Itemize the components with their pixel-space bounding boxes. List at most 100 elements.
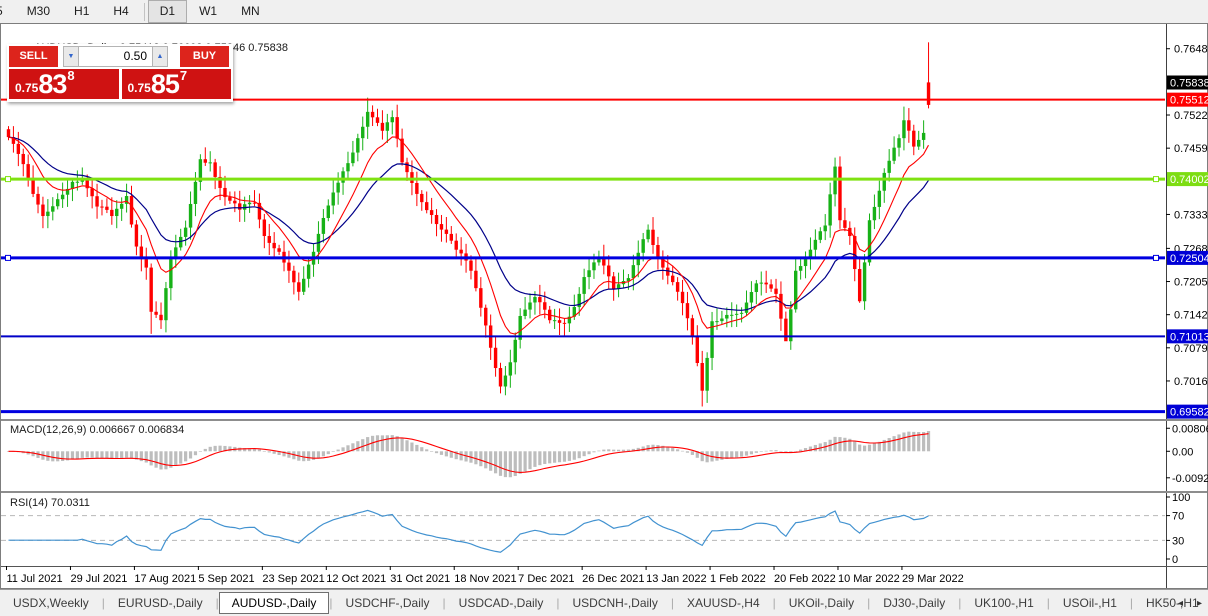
sell-price-display[interactable]: 0.75 83 8 [9, 69, 119, 99]
date-label: 7 Dec 2021 [518, 573, 574, 585]
macd-bar [204, 449, 207, 451]
line-handle[interactable] [1154, 177, 1159, 182]
candle-body [543, 302, 546, 309]
tab-usdcnh-daily[interactable]: USDCNH-,Daily [559, 592, 670, 614]
candle-body [415, 183, 418, 194]
candle-body [56, 199, 59, 206]
candle-body [154, 312, 157, 315]
macd-bar [779, 451, 782, 452]
line-handle[interactable] [1154, 255, 1159, 260]
axis-tick-label: 0.70795 [1174, 343, 1208, 355]
candle-body [164, 288, 167, 320]
candle-body [430, 210, 433, 215]
volume-decrease-button[interactable]: ▼ [63, 46, 79, 67]
candle-body [474, 271, 477, 288]
macd-bar [445, 451, 448, 456]
candle-body [656, 245, 659, 257]
macd-bar [489, 451, 492, 470]
buy-price-pip: 7 [180, 69, 187, 82]
candle-body [819, 231, 822, 240]
tab-usdchf-daily[interactable]: USDCHF-,Daily [333, 592, 443, 614]
tab-usdcad-daily[interactable]: USDCAD-,Daily [446, 592, 557, 614]
volume-input[interactable]: 0.50 [79, 46, 152, 67]
candle-body [455, 241, 458, 250]
macd-bar [76, 451, 79, 458]
candle-body [735, 314, 738, 315]
macd-bar [868, 445, 871, 452]
candle-body [450, 234, 453, 241]
chart-surface[interactable]: 0.764800.752200.745900.733300.726850.720… [0, 23, 1208, 589]
candle-body [563, 323, 566, 324]
candle-body [46, 212, 49, 216]
candle-body [799, 266, 802, 271]
candle-body [22, 154, 25, 164]
candle-body [809, 250, 812, 258]
macd-bar [509, 451, 512, 477]
candle-body [774, 289, 777, 294]
macd-bar [902, 432, 905, 451]
price-badge-label: 0.75512 [1170, 95, 1208, 107]
tab-dj30-daily[interactable]: DJ30-,Daily [870, 592, 958, 614]
rsi-axis-label: 70 [1172, 511, 1184, 523]
macd-bar [71, 451, 74, 459]
macd-bar [115, 451, 118, 458]
candle-body [509, 362, 512, 375]
candle-body [730, 315, 733, 316]
macd-bar [105, 451, 108, 458]
macd-bar [155, 451, 158, 467]
sell-button[interactable]: SELL [9, 46, 58, 67]
candle-body [912, 131, 915, 147]
sell-price-pip: 8 [67, 69, 74, 82]
tab-uk100-h1[interactable]: UK100-,H1 [961, 592, 1046, 614]
rsi-axis-label: 0 [1172, 554, 1178, 566]
macd-bar [337, 450, 340, 452]
macd-axis-label: 0.00 [1172, 446, 1193, 458]
tab-audusd-daily[interactable]: AUDUSD-,Daily [219, 592, 330, 614]
tab-ukoil-daily[interactable]: UKOil-,Daily [776, 592, 867, 614]
candle-body [410, 172, 413, 183]
rsi-line [9, 510, 929, 552]
macd-bar [735, 451, 738, 457]
toolbar-separator [144, 3, 145, 21]
macd-bar [622, 450, 625, 452]
candle-body [277, 248, 280, 252]
tabs-scroll-left-icon[interactable]: ◂ [1178, 598, 1183, 609]
macd-bar [150, 451, 153, 465]
timeframe-button-w1[interactable]: W1 [187, 0, 229, 23]
candle-body [499, 368, 502, 386]
candle-body [701, 363, 704, 391]
timeframe-button-h4[interactable]: H4 [101, 0, 140, 23]
tab-usdx-weekly[interactable]: USDX,Weekly [0, 592, 102, 614]
buy-button[interactable]: BUY [180, 46, 229, 67]
candle-body [691, 318, 694, 336]
tabs-scroll-right-icon[interactable]: ▸ [1197, 598, 1202, 609]
date-label: 29 Mar 2022 [902, 573, 964, 585]
line-handle[interactable] [6, 255, 11, 260]
candle-body [213, 162, 216, 177]
macd-bar [410, 443, 413, 452]
candle-body [41, 205, 44, 216]
candle-body [381, 123, 384, 131]
macd-bar [95, 451, 98, 458]
buy-price-display[interactable]: 0.75 85 7 [122, 69, 232, 99]
macd-bar [607, 449, 610, 451]
macd-bar [814, 445, 817, 451]
line-handle[interactable] [6, 177, 11, 182]
macd-bar [405, 440, 408, 451]
timeframe-button-d1[interactable]: D1 [148, 0, 187, 23]
macd-bar [568, 451, 571, 461]
tab-xauusd-h4[interactable]: XAUUSD-,H4 [674, 592, 773, 614]
timeframe-button-mn[interactable]: MN [229, 0, 272, 23]
macd-bar [420, 447, 423, 451]
tab-usoil-h1[interactable]: USOil-,H1 [1050, 592, 1130, 614]
macd-bar [479, 451, 482, 466]
candle-body [194, 182, 197, 204]
timeframe-button-m30[interactable]: M30 [15, 0, 62, 23]
macd-bar [740, 451, 743, 456]
tab-eurusd-daily[interactable]: EURUSD-,Daily [105, 592, 216, 614]
timeframe-button-h1[interactable]: H1 [62, 0, 101, 23]
volume-increase-button[interactable]: ▲ [152, 46, 168, 67]
timeframe-button-5[interactable]: 5 [0, 0, 15, 23]
candle-body [100, 207, 103, 208]
macd-bar [51, 451, 54, 461]
